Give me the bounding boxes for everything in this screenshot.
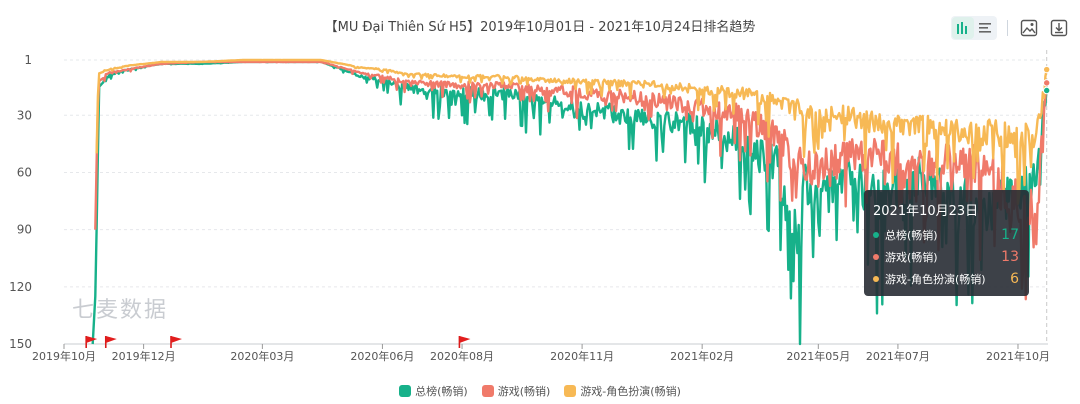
bar-chart-icon[interactable] [952,17,974,39]
legend-swatch [564,385,577,397]
legend-label: 游戏(畅销) [497,385,551,398]
x-tick-label: 2020年06月 [350,349,414,363]
flag-cloth [171,336,183,343]
tooltip-row: 总榜(畅销) 17 [873,224,1019,246]
legend-item-rpg[interactable]: 游戏-角色扮演(畅销) [564,383,681,399]
chart-toolbar [951,16,1070,40]
tooltip-value: 6 [1010,271,1019,287]
tooltip-dot-total [873,232,879,238]
legend-swatch [399,385,412,397]
y-tick-label: 150 [9,337,32,351]
tooltip-value: 13 [1001,249,1019,265]
toolbar-divider [1007,20,1008,36]
flag-icon [170,336,183,348]
flag-cloth [105,336,117,343]
tooltip-dot-game [873,254,879,260]
y-tick-label: 30 [17,108,32,122]
chart-legend: 总榜(畅销) 游戏(畅销) 游戏-角色扮演(畅销) [0,383,1080,399]
tooltip-row: 游戏(畅销) 13 [873,246,1019,268]
flag-cloth [459,336,471,343]
data-point [1042,86,1051,95]
series-line-game [94,60,1048,301]
chart-title: 【MU Đại Thiên Sứ H5】2019年10月01日 - 2021年1… [324,20,756,35]
tooltip-row: 游戏-角色扮演(畅销) 6 [873,268,1019,290]
data-point [1042,79,1051,87]
x-tick-label: 2019年12月 [112,349,176,363]
y-tick-label: 90 [17,223,32,237]
tooltip-dot-rpg [873,276,879,282]
image-save-icon[interactable] [1018,17,1040,39]
x-tick-label: 2020年08月 [430,349,494,363]
y-tick-label: 60 [17,165,32,179]
x-tick-label: 2021年05月 [786,349,850,363]
tooltip-label: 游戏-角色扮演(畅销) [885,273,986,286]
legend-swatch [481,385,494,397]
download-icon[interactable] [1048,17,1070,39]
x-tick-label: 2021年07月 [866,349,930,363]
legend-item-game[interactable]: 游戏(畅销) [481,383,551,399]
data-point [1042,65,1051,74]
x-tick-label: 2020年11月 [550,349,614,363]
x-tick-label: 2021年02月 [670,349,734,363]
tooltip-value: 17 [1001,227,1019,243]
chart-type-toggle [951,16,997,40]
y-tick-label: 1 [24,53,32,67]
x-tick-label: 2021年10月 [986,349,1050,363]
tooltip-label: 游戏(畅销) [885,251,938,264]
flag-icon [458,336,471,348]
series-line-rpg [95,58,1048,205]
chart-tooltip: 2021年10月23日 总榜(畅销) 17 游戏(畅销) 13 游戏-角色扮演(… [864,190,1029,296]
legend-item-total[interactable]: 总榜(畅销) [399,383,468,399]
flag-cloth [86,336,98,343]
list-icon[interactable] [974,17,996,39]
x-tick-label: 2019年10月 [32,349,96,363]
tooltip-date: 2021年10月23日 [873,204,979,219]
x-tick-label: 2020年03月 [230,349,294,363]
y-tick-label: 120 [9,280,32,294]
tooltip-label: 总榜(畅销) [885,229,938,242]
flag-icon [104,336,117,348]
legend-label: 总榜(畅销) [415,385,468,398]
flag-icon [85,336,98,348]
legend-label: 游戏-角色扮演(畅销) [580,385,681,398]
watermark-text: 七麦数据 [72,298,169,323]
